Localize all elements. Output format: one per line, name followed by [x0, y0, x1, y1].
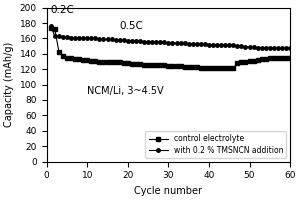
Text: 0.2C: 0.2C: [50, 5, 74, 15]
control electrolyte: [89, 60, 93, 62]
Y-axis label: Capacity (mAh/g): Capacity (mAh/g): [4, 42, 14, 127]
Text: NCM/Li, 3~4.5V: NCM/Li, 3~4.5V: [87, 86, 164, 96]
with 0.2 % TMSNCN addition: [199, 43, 202, 45]
control electrolyte: [110, 61, 113, 63]
control electrolyte: [288, 56, 292, 59]
with 0.2 % TMSNCN addition: [110, 38, 113, 40]
with 0.2 % TMSNCN addition: [272, 47, 276, 50]
Line: with 0.2 % TMSNCN addition: with 0.2 % TMSNCN addition: [49, 24, 292, 50]
with 0.2 % TMSNCN addition: [118, 39, 122, 41]
Line: control electrolyte: control electrolyte: [49, 26, 292, 70]
control electrolyte: [49, 26, 52, 29]
control electrolyte: [130, 63, 134, 65]
control electrolyte: [118, 61, 122, 63]
with 0.2 % TMSNCN addition: [126, 40, 130, 42]
X-axis label: Cycle number: Cycle number: [134, 186, 202, 196]
with 0.2 % TMSNCN addition: [49, 25, 52, 27]
control electrolyte: [199, 66, 202, 69]
with 0.2 % TMSNCN addition: [89, 37, 93, 40]
Text: 0.5C: 0.5C: [120, 21, 144, 31]
Legend: control electrolyte, with 0.2 % TMSNCN addition: control electrolyte, with 0.2 % TMSNCN a…: [146, 131, 286, 158]
with 0.2 % TMSNCN addition: [130, 40, 134, 42]
control electrolyte: [219, 67, 223, 70]
control electrolyte: [126, 62, 130, 64]
with 0.2 % TMSNCN addition: [288, 47, 292, 50]
